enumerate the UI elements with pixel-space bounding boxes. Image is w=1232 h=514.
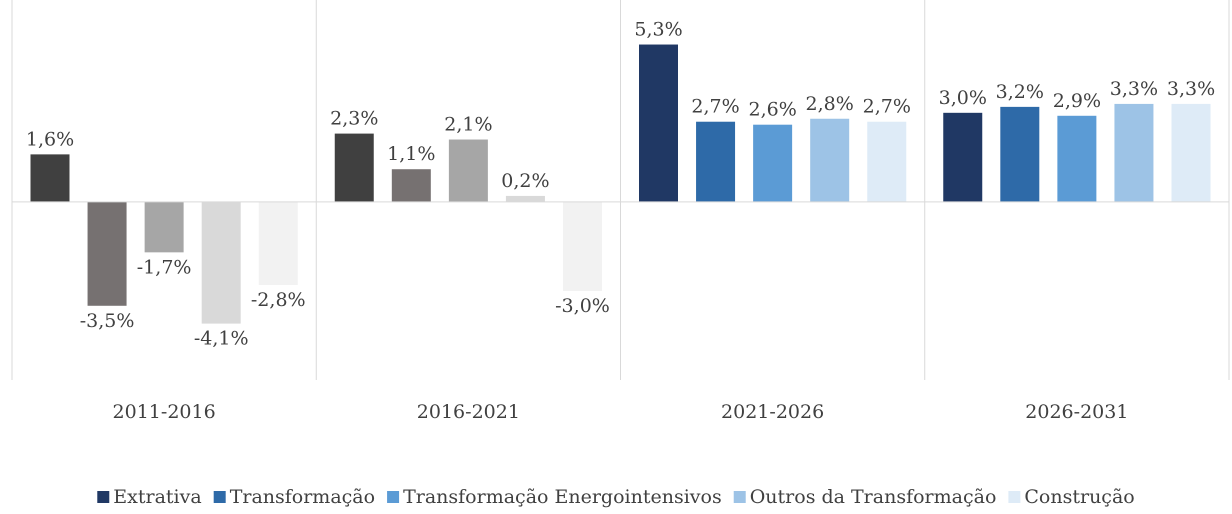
bar xyxy=(30,154,70,202)
x-tick-label: 2021-2026 xyxy=(721,401,824,423)
data-label: -2,8% xyxy=(251,289,306,311)
legend-swatch xyxy=(97,491,110,503)
data-label: 2,6% xyxy=(748,99,796,121)
bar xyxy=(943,112,983,202)
data-label: 0,2% xyxy=(501,170,549,192)
bar xyxy=(144,201,184,253)
bar xyxy=(258,201,298,285)
bar xyxy=(1057,115,1097,202)
data-label: 2,8% xyxy=(806,93,854,115)
legend-swatch xyxy=(1008,491,1021,503)
legend-swatch xyxy=(213,491,226,503)
x-tick-label: 2016-2021 xyxy=(417,401,520,423)
bar xyxy=(1171,103,1211,202)
x-tick-label: 2011-2016 xyxy=(113,401,216,423)
data-label: 2,3% xyxy=(330,108,378,130)
data-label: 5,3% xyxy=(634,19,682,41)
data-label: 2,7% xyxy=(863,96,911,118)
bar xyxy=(639,44,678,202)
bar xyxy=(505,195,545,202)
data-label: 1,1% xyxy=(387,143,435,165)
bar xyxy=(448,139,488,202)
bar xyxy=(753,124,793,202)
bar xyxy=(1000,106,1040,202)
data-label: -3,0% xyxy=(555,295,610,317)
bar xyxy=(563,201,602,291)
data-label: 2,9% xyxy=(1053,90,1101,112)
bar xyxy=(1114,103,1154,202)
data-label: -4,1% xyxy=(194,328,249,350)
legend-label: Extrativa xyxy=(113,486,201,508)
data-label: 3,3% xyxy=(1110,78,1158,100)
data-label: 3,0% xyxy=(939,87,987,109)
bar xyxy=(810,118,850,202)
data-label: 3,2% xyxy=(996,81,1044,103)
bar xyxy=(391,169,431,202)
data-label: 2,7% xyxy=(691,96,739,118)
bar xyxy=(696,121,736,202)
legend-label: Construção xyxy=(1024,486,1134,508)
data-label: 2,1% xyxy=(444,114,492,136)
data-label: 3,3% xyxy=(1167,78,1215,100)
bar xyxy=(334,133,374,202)
data-label: 1,6% xyxy=(26,128,74,150)
data-label: -3,5% xyxy=(80,310,135,332)
x-tick-label: 2026-2031 xyxy=(1025,401,1128,423)
bar xyxy=(201,201,241,324)
legend: Extrativa Transformação Transformação Ener… xyxy=(97,486,1135,508)
bar xyxy=(87,201,127,306)
legend-label: Transformação Energointensivos xyxy=(403,486,722,508)
legend-label: Outros da Transformação xyxy=(750,486,997,508)
legend-swatch xyxy=(387,491,400,503)
legend-label: Transformação xyxy=(230,486,375,508)
legend-swatch xyxy=(733,491,746,503)
bar xyxy=(867,121,907,202)
data-label: -1,7% xyxy=(137,256,192,278)
